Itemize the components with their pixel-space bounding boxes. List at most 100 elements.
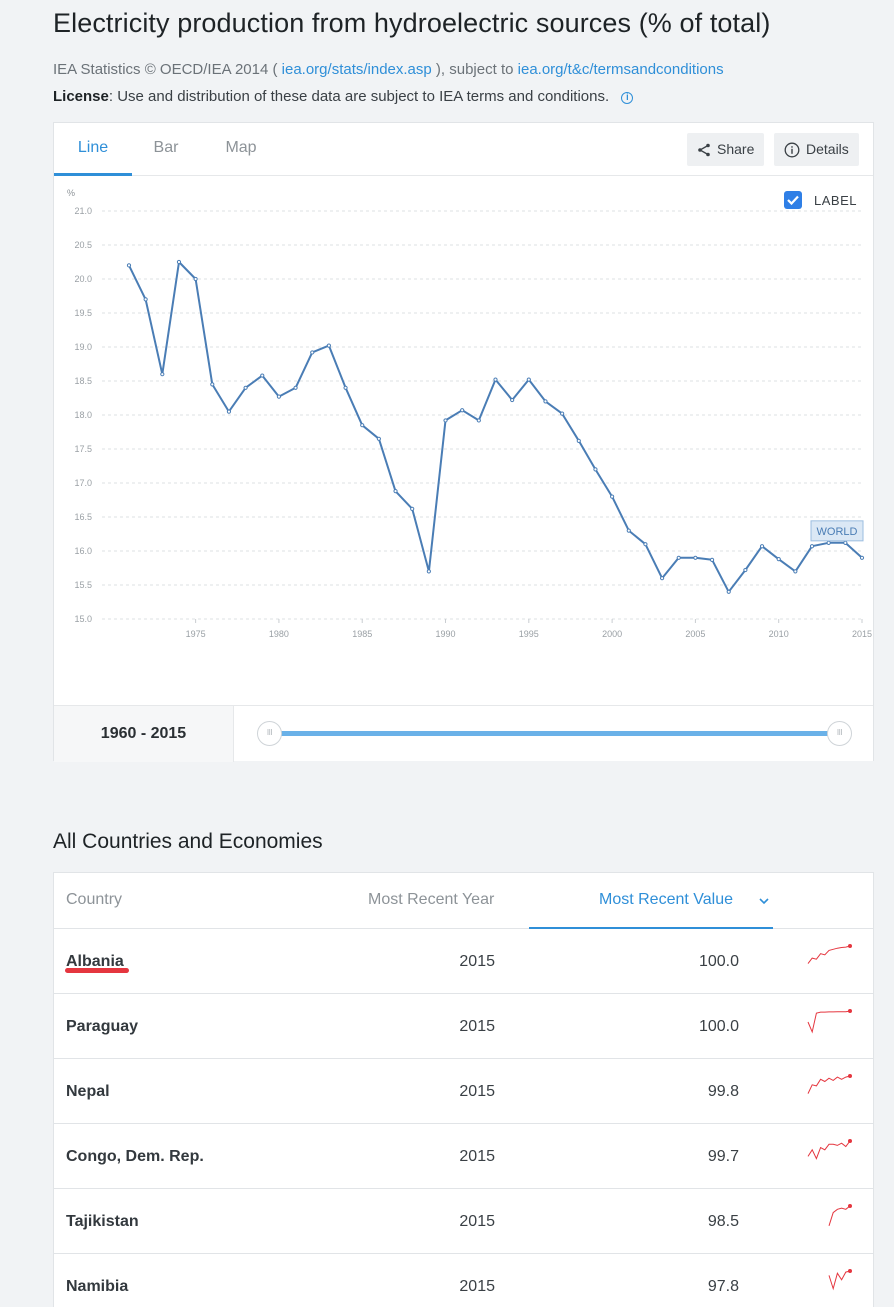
- table-row[interactable]: Nepal 2015 99.8: [54, 1059, 873, 1124]
- data-point: [659, 576, 665, 581]
- x-tick-label: 2015: [852, 629, 872, 639]
- data-point: [293, 385, 298, 390]
- y-tick-label: 16.0: [74, 546, 92, 556]
- data-point: [176, 259, 182, 265]
- header-year[interactable]: Most Recent Year: [368, 891, 495, 908]
- x-tick-label: 2000: [602, 629, 622, 639]
- recent-value: 100.0: [698, 953, 739, 970]
- table-row[interactable]: Namibia 2015 97.8: [54, 1254, 873, 1307]
- data-point: [859, 555, 865, 560]
- y-tick-label: 19.5: [74, 308, 92, 318]
- stats-link[interactable]: iea.org/stats/index.asp: [281, 61, 432, 78]
- table-row[interactable]: Paraguay 2015 100.0: [54, 994, 873, 1059]
- data-point: [476, 418, 481, 423]
- y-tick-label: 17.0: [74, 478, 92, 488]
- data-point: [343, 385, 348, 390]
- sparkline-end-dot: [848, 1204, 852, 1208]
- data-point: [593, 467, 598, 472]
- details-button[interactable]: Details: [774, 133, 859, 166]
- y-tick-label: 21.0: [74, 206, 92, 216]
- data-point: [610, 494, 615, 499]
- tab-bar[interactable]: Bar: [153, 139, 179, 156]
- data-point: [809, 544, 815, 549]
- data-point: [693, 555, 698, 560]
- label-toggle[interactable]: LABEL: [784, 191, 857, 209]
- y-axis-label: %: [67, 188, 75, 198]
- sparkline: [828, 1204, 852, 1226]
- header-country[interactable]: Country: [66, 891, 123, 908]
- y-tick-label: 16.5: [74, 512, 92, 522]
- sparkline-path: [807, 945, 851, 964]
- data-point: [676, 555, 681, 560]
- data-point: [793, 569, 798, 574]
- header-value[interactable]: Most Recent Value: [529, 873, 773, 929]
- sparkline: [807, 1009, 852, 1034]
- country-link[interactable]: Congo, Dem. Rep.: [66, 1148, 204, 1165]
- chart-card: Line Bar Map Share Details LABEL % 21.0 20…: [53, 122, 874, 762]
- country-link[interactable]: Tajikistan: [66, 1213, 139, 1230]
- range-slider-track[interactable]: [270, 731, 840, 736]
- data-point: [193, 276, 198, 282]
- data-point: [360, 423, 365, 428]
- range-handle-end[interactable]: III: [827, 721, 852, 746]
- data-point: [160, 372, 165, 377]
- data-point: [143, 297, 148, 302]
- series-label-box: [810, 520, 864, 542]
- data-point: [543, 399, 548, 404]
- countries-table: Country Most Recent Year Most Recent Val…: [53, 872, 874, 1307]
- sparkline-end-dot: [848, 1074, 852, 1078]
- range-label: 1960 - 2015: [54, 706, 234, 762]
- section-title: All Countries and Economies: [53, 830, 323, 853]
- share-label: Share: [717, 141, 755, 157]
- sparkline-path: [807, 1075, 851, 1094]
- details-label: Details: [806, 141, 849, 157]
- data-point: [826, 540, 831, 545]
- table-row[interactable]: Congo, Dem. Rep. 2015 99.7: [54, 1124, 873, 1189]
- range-handle-start[interactable]: III: [257, 721, 282, 746]
- tab-line[interactable]: Line: [54, 123, 132, 176]
- source-prefix: IEA Statistics © OECD/IEA 2014 (: [53, 61, 278, 78]
- details-info-icon: [784, 142, 800, 157]
- data-point: [460, 408, 465, 413]
- data-point: [576, 438, 581, 443]
- series-line: [128, 261, 863, 593]
- license-text: : Use and distribution of these data are…: [108, 88, 610, 105]
- country-link[interactable]: Namibia: [66, 1278, 129, 1295]
- table-row[interactable]: Albania 2015 100.0: [54, 929, 873, 994]
- data-point: [743, 567, 748, 573]
- sparkline-path: [828, 1205, 851, 1226]
- table-row[interactable]: Tajikistan 2015 98.5: [54, 1189, 873, 1254]
- sparkline-path: [807, 1140, 851, 1160]
- y-tick-label: 15.5: [74, 580, 92, 590]
- recent-value: 99.7: [707, 1148, 739, 1165]
- label-checkbox[interactable]: [784, 191, 803, 209]
- data-point: [526, 377, 531, 382]
- recent-year: 2015: [459, 1083, 495, 1100]
- y-tick-label: 17.5: [74, 444, 92, 454]
- license-label: License: [53, 88, 109, 105]
- label-toggle-text: LABEL: [814, 192, 857, 208]
- recent-year: 2015: [459, 1018, 495, 1035]
- table-header: Country Most Recent Year Most Recent Val…: [54, 873, 873, 929]
- share-button[interactable]: Share: [687, 133, 765, 166]
- series-label: WORLD: [817, 526, 858, 538]
- recent-year: 2015: [459, 1278, 495, 1295]
- country-link[interactable]: Nepal: [66, 1083, 110, 1100]
- source-middle: ), subject to: [435, 61, 514, 78]
- tab-map[interactable]: Map: [225, 139, 257, 156]
- recent-year: 2015: [459, 1213, 495, 1230]
- country-link[interactable]: Paraguay: [66, 1018, 139, 1035]
- range-bar: 1960 - 2015 III III: [54, 705, 873, 762]
- recent-year: 2015: [459, 953, 495, 970]
- info-icon[interactable]: i: [621, 92, 634, 104]
- sparkline-path: [828, 1270, 851, 1291]
- terms-link[interactable]: iea.org/t&c/termsandconditions: [517, 61, 724, 78]
- page-title: Electricity production from hydroelectri…: [53, 8, 771, 38]
- source-line: IEA Statistics © OECD/IEA 2014 ( iea.org…: [53, 61, 724, 78]
- data-point: [426, 569, 431, 574]
- country-link[interactable]: Albania: [66, 953, 124, 970]
- data-point: [776, 557, 781, 562]
- line-chart: % 21.0 20.5 20.0 19.5 19.0 18.5 18.0 17.5 17.0 16.…: [67, 188, 872, 639]
- sparkline-end-dot: [848, 944, 852, 948]
- data-point: [243, 385, 248, 390]
